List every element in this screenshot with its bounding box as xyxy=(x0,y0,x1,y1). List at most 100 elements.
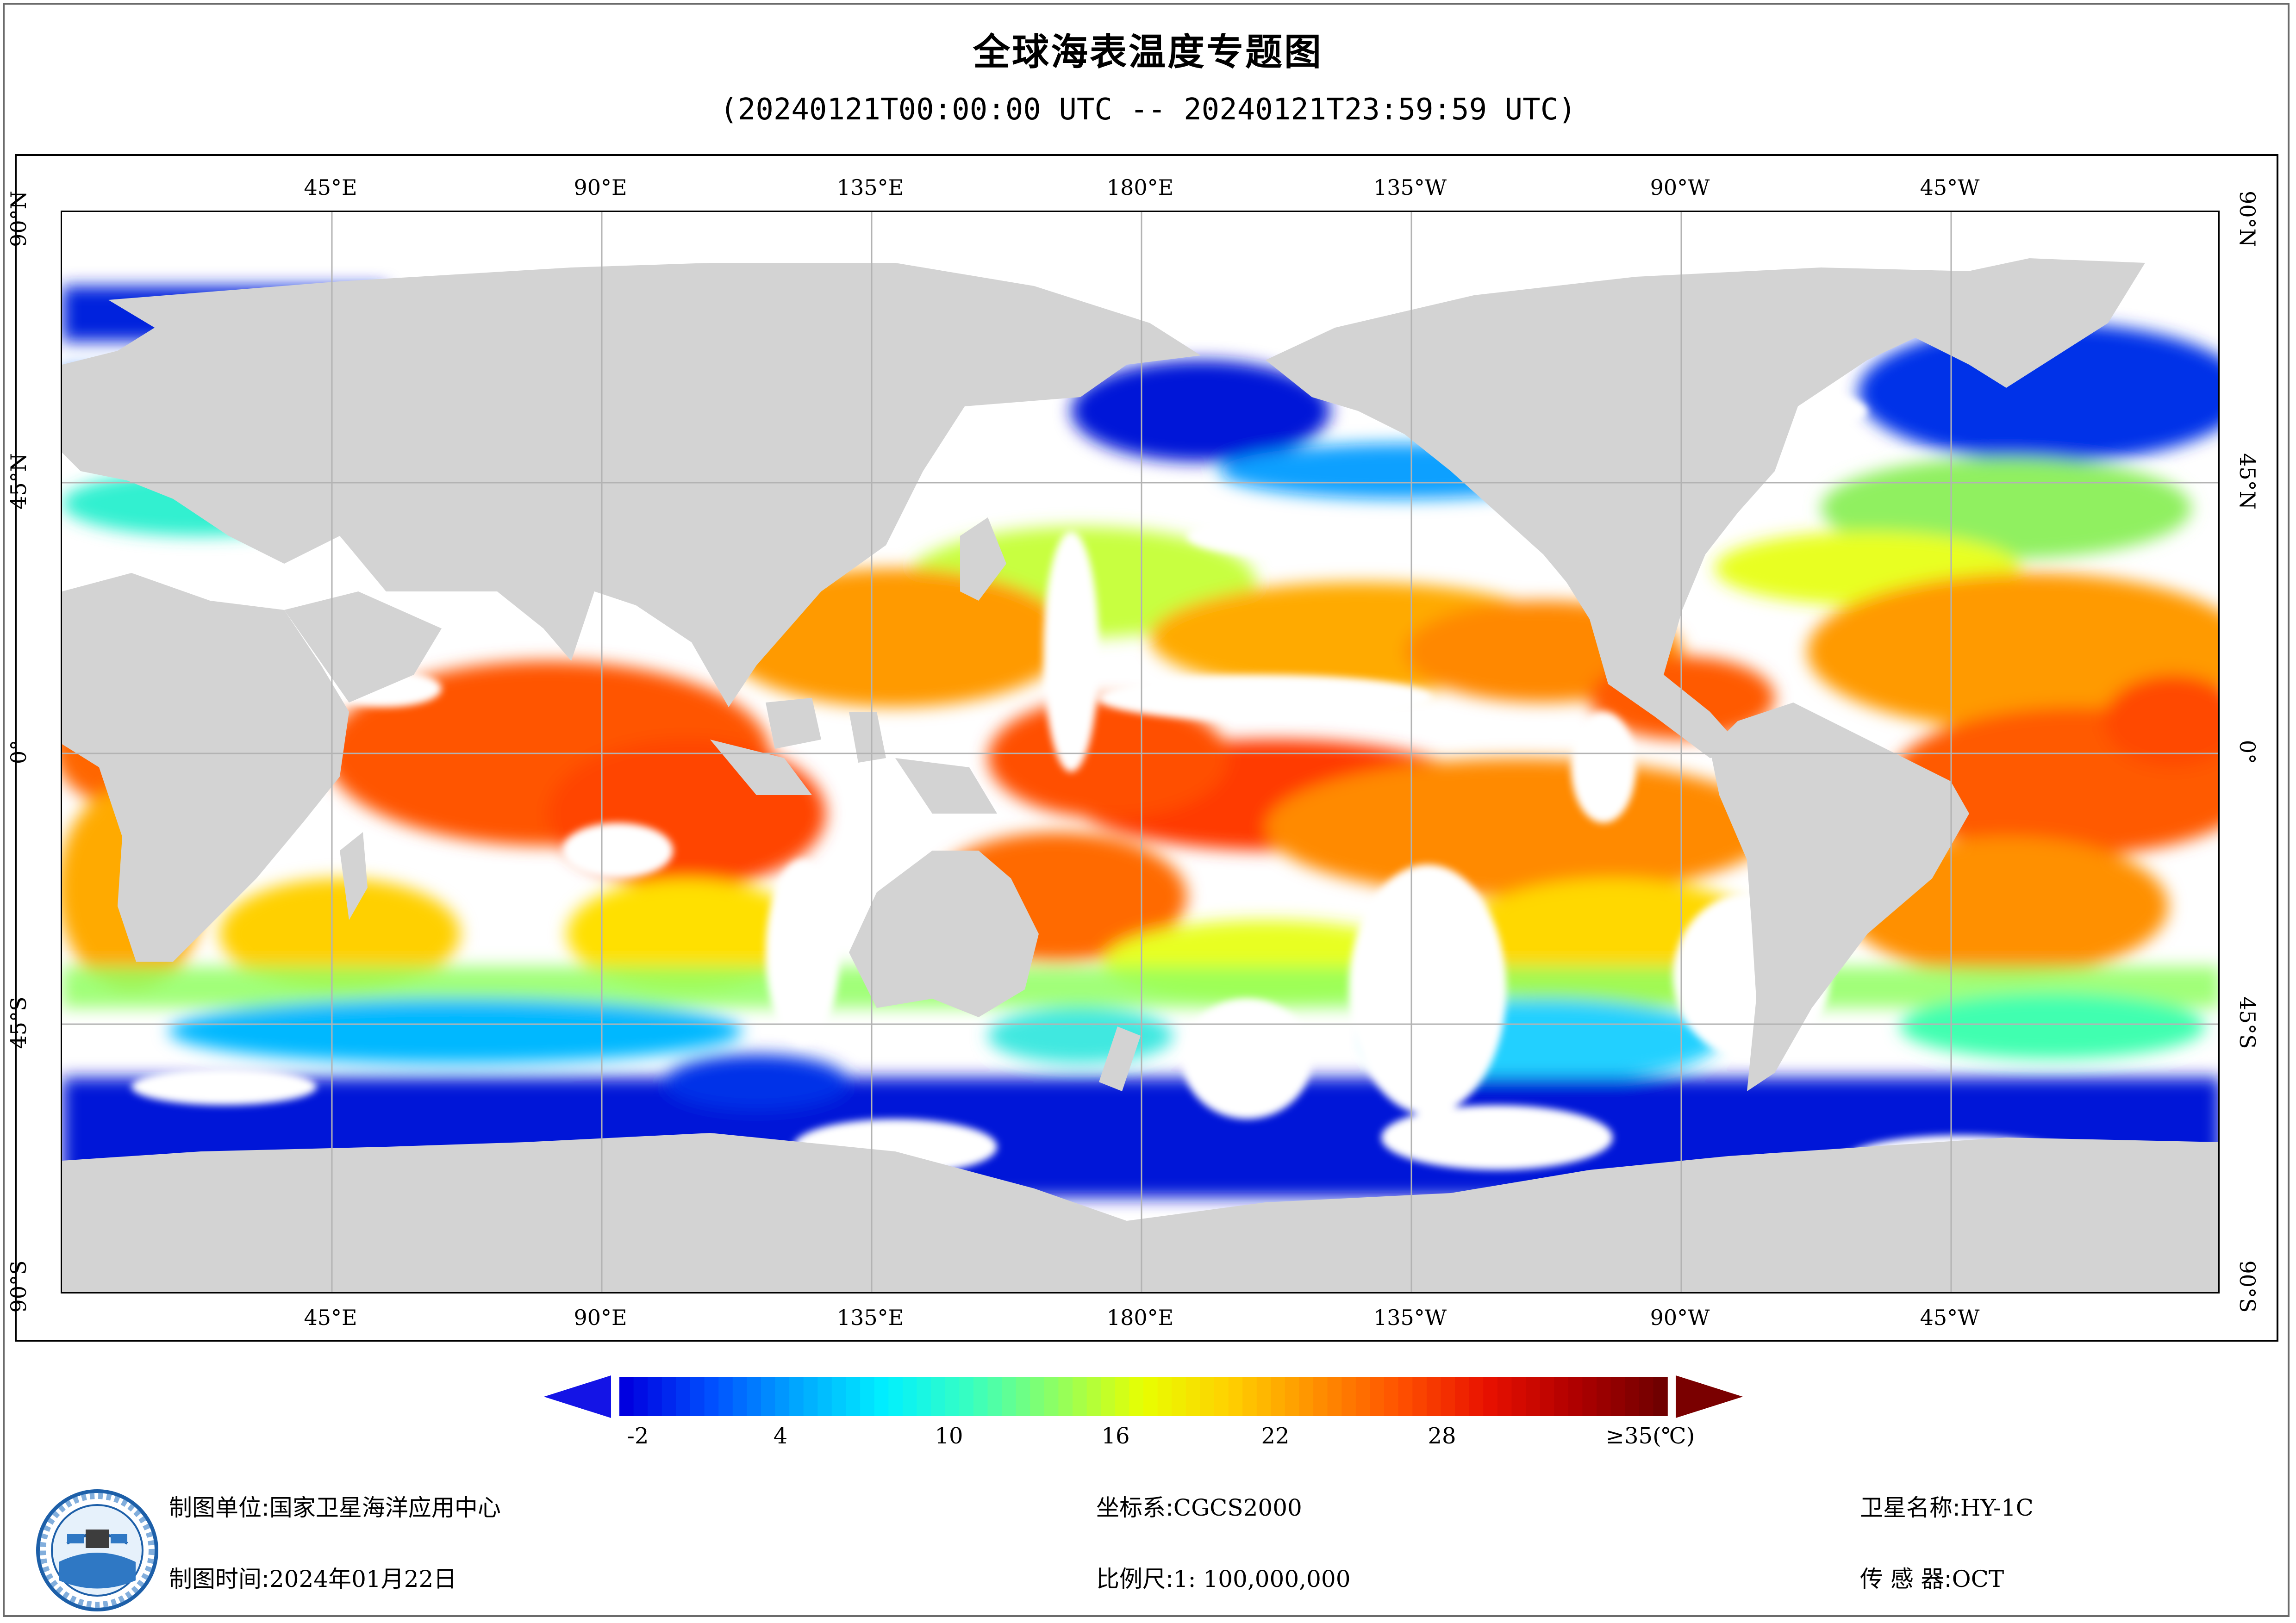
lat-label-right: 90°S xyxy=(2235,1260,2260,1313)
colorbar-segments xyxy=(619,1377,1668,1416)
map-time-range: (20240121T00:00:00 UTC -- 20240121T23:59… xyxy=(720,93,1576,127)
colorbar-segment xyxy=(718,1377,733,1416)
lon-label-top: 180°E xyxy=(1106,175,1174,200)
colorbar-segment xyxy=(789,1377,804,1416)
colorbar-segment xyxy=(1200,1377,1215,1416)
colorbar-segment xyxy=(1044,1377,1059,1416)
colorbar-segment xyxy=(1327,1377,1342,1416)
lat-label-right: 45°N xyxy=(2235,453,2260,510)
lon-label-top: 90°W xyxy=(1650,175,1710,200)
colorbar-segment xyxy=(1157,1377,1172,1416)
footer-sensor: 传 感 器:OCT xyxy=(1860,1561,2004,1594)
footer-crs-value: CGCS2000 xyxy=(1173,1494,1302,1521)
colorbar-segment xyxy=(1469,1377,1484,1416)
colorbar-segment xyxy=(902,1377,917,1416)
colorbar-segment xyxy=(1554,1377,1569,1416)
colorbar-segment xyxy=(831,1377,847,1416)
lat-label-right: 45°S xyxy=(2235,996,2260,1049)
colorbar-segment xyxy=(1172,1377,1186,1416)
colorbar-segment xyxy=(1115,1377,1130,1416)
footer-scale-label: 比例尺: xyxy=(1096,1566,1173,1592)
colorbar-segment xyxy=(987,1377,1002,1416)
colorbar-segment xyxy=(1582,1377,1597,1416)
footer-satellite-label: 卫星名称: xyxy=(1860,1494,1960,1521)
lon-label-bottom: 45°E xyxy=(304,1305,357,1330)
footer-crs: 坐标系:CGCS2000 xyxy=(1096,1489,1302,1523)
footer-satellite-value: HY-1C xyxy=(1960,1494,2034,1521)
colorbar-segment xyxy=(732,1377,748,1416)
colorbar-tick: 10 xyxy=(935,1423,963,1449)
colorbar-tick: 4 xyxy=(773,1423,788,1449)
footer-date-value: 2024年01月22日 xyxy=(269,1566,457,1592)
footer-org-value: 国家卫星海洋应用中心 xyxy=(269,1494,501,1521)
sst-map[interactable] xyxy=(61,211,2220,1293)
lon-label-bottom: 90°W xyxy=(1650,1305,1710,1330)
lon-label-top: 45°E xyxy=(304,175,357,200)
colorbar-segment xyxy=(1526,1377,1541,1416)
colorbar-segment xyxy=(676,1377,691,1416)
map-title: 全球海表温度专题图 xyxy=(973,31,1323,74)
colorbar-segment xyxy=(1086,1377,1101,1416)
colorbar-segment xyxy=(1256,1377,1272,1416)
lon-label-top: 45°W xyxy=(1920,175,1980,200)
colorbar-tick: 22 xyxy=(1261,1423,1290,1449)
colorbar-segment xyxy=(1355,1377,1371,1416)
colorbar-segment xyxy=(1271,1377,1285,1416)
lat-label-left: 90°N xyxy=(6,191,31,247)
lon-label-top: 135°E xyxy=(836,175,904,200)
footer-date-label: 制图时间: xyxy=(169,1566,269,1592)
colorbar-segment xyxy=(633,1377,648,1416)
lat-label-left: 0° xyxy=(6,740,31,765)
colorbar-segment xyxy=(1058,1377,1073,1416)
colorbar-segment xyxy=(1497,1377,1512,1416)
colorbar-segment xyxy=(1299,1377,1314,1416)
colorbar-segment xyxy=(1398,1377,1413,1416)
footer-sensor-label: 传 感 器: xyxy=(1860,1566,1952,1592)
footer-scale-value: 1: 100,000,000 xyxy=(1173,1566,1351,1592)
lon-label-top: 135°W xyxy=(1373,175,1447,200)
colorbar-segment xyxy=(1228,1377,1243,1416)
colorbar-segment xyxy=(1313,1377,1328,1416)
colorbar-segment xyxy=(1370,1377,1385,1416)
colorbar-tick: ≥35(℃) xyxy=(1605,1423,1695,1449)
lat-label-left: 90°S xyxy=(6,1260,31,1313)
lat-label-left: 45°S xyxy=(6,996,31,1049)
colorbar-segment xyxy=(931,1377,946,1416)
colorbar-segment xyxy=(1341,1377,1356,1416)
colorbar-segment xyxy=(817,1377,832,1416)
lon-label-bottom: 45°W xyxy=(1920,1305,1980,1330)
colorbar-segment xyxy=(1285,1377,1300,1416)
footer-org: 制图单位:国家卫星海洋应用中心 xyxy=(169,1489,501,1523)
colorbar-segment xyxy=(1511,1377,1526,1416)
colorbar-segment xyxy=(1073,1377,1087,1416)
colorbar-segment xyxy=(1143,1377,1158,1416)
colorbar-segment xyxy=(874,1377,889,1416)
colorbar xyxy=(544,1375,1743,1418)
colorbar-segment xyxy=(846,1377,861,1416)
colorbar-segment xyxy=(619,1377,634,1416)
colorbar-segment xyxy=(661,1377,677,1416)
colorbar-segment xyxy=(1030,1377,1045,1416)
colorbar-segment xyxy=(1455,1377,1470,1416)
colorbar-segment xyxy=(1101,1377,1116,1416)
colorbar-segment xyxy=(917,1377,931,1416)
colorbar-segment xyxy=(1002,1377,1017,1416)
colorbar-segment xyxy=(1540,1377,1554,1416)
colorbar-segment xyxy=(1242,1377,1257,1416)
colorbar-segment xyxy=(690,1377,705,1416)
colorbar-segment xyxy=(1185,1377,1201,1416)
colorbar-segment xyxy=(761,1377,776,1416)
colorbar-tick: 28 xyxy=(1428,1423,1456,1449)
colorbar-segment xyxy=(1441,1377,1455,1416)
colorbar-segment xyxy=(888,1377,903,1416)
colorbar-tick: -2 xyxy=(627,1423,649,1449)
footer-satellite: 卫星名称:HY-1C xyxy=(1860,1489,2034,1523)
lat-label-right: 90°N xyxy=(2235,191,2260,247)
lon-label-bottom: 180°E xyxy=(1106,1305,1174,1330)
lat-label-left: 45°N xyxy=(6,453,31,510)
colorbar-segment xyxy=(1483,1377,1498,1416)
lon-label-bottom: 135°W xyxy=(1373,1305,1447,1330)
colorbar-segment xyxy=(1639,1377,1654,1416)
colorbar-segment xyxy=(860,1377,875,1416)
lon-label-bottom: 135°E xyxy=(836,1305,904,1330)
